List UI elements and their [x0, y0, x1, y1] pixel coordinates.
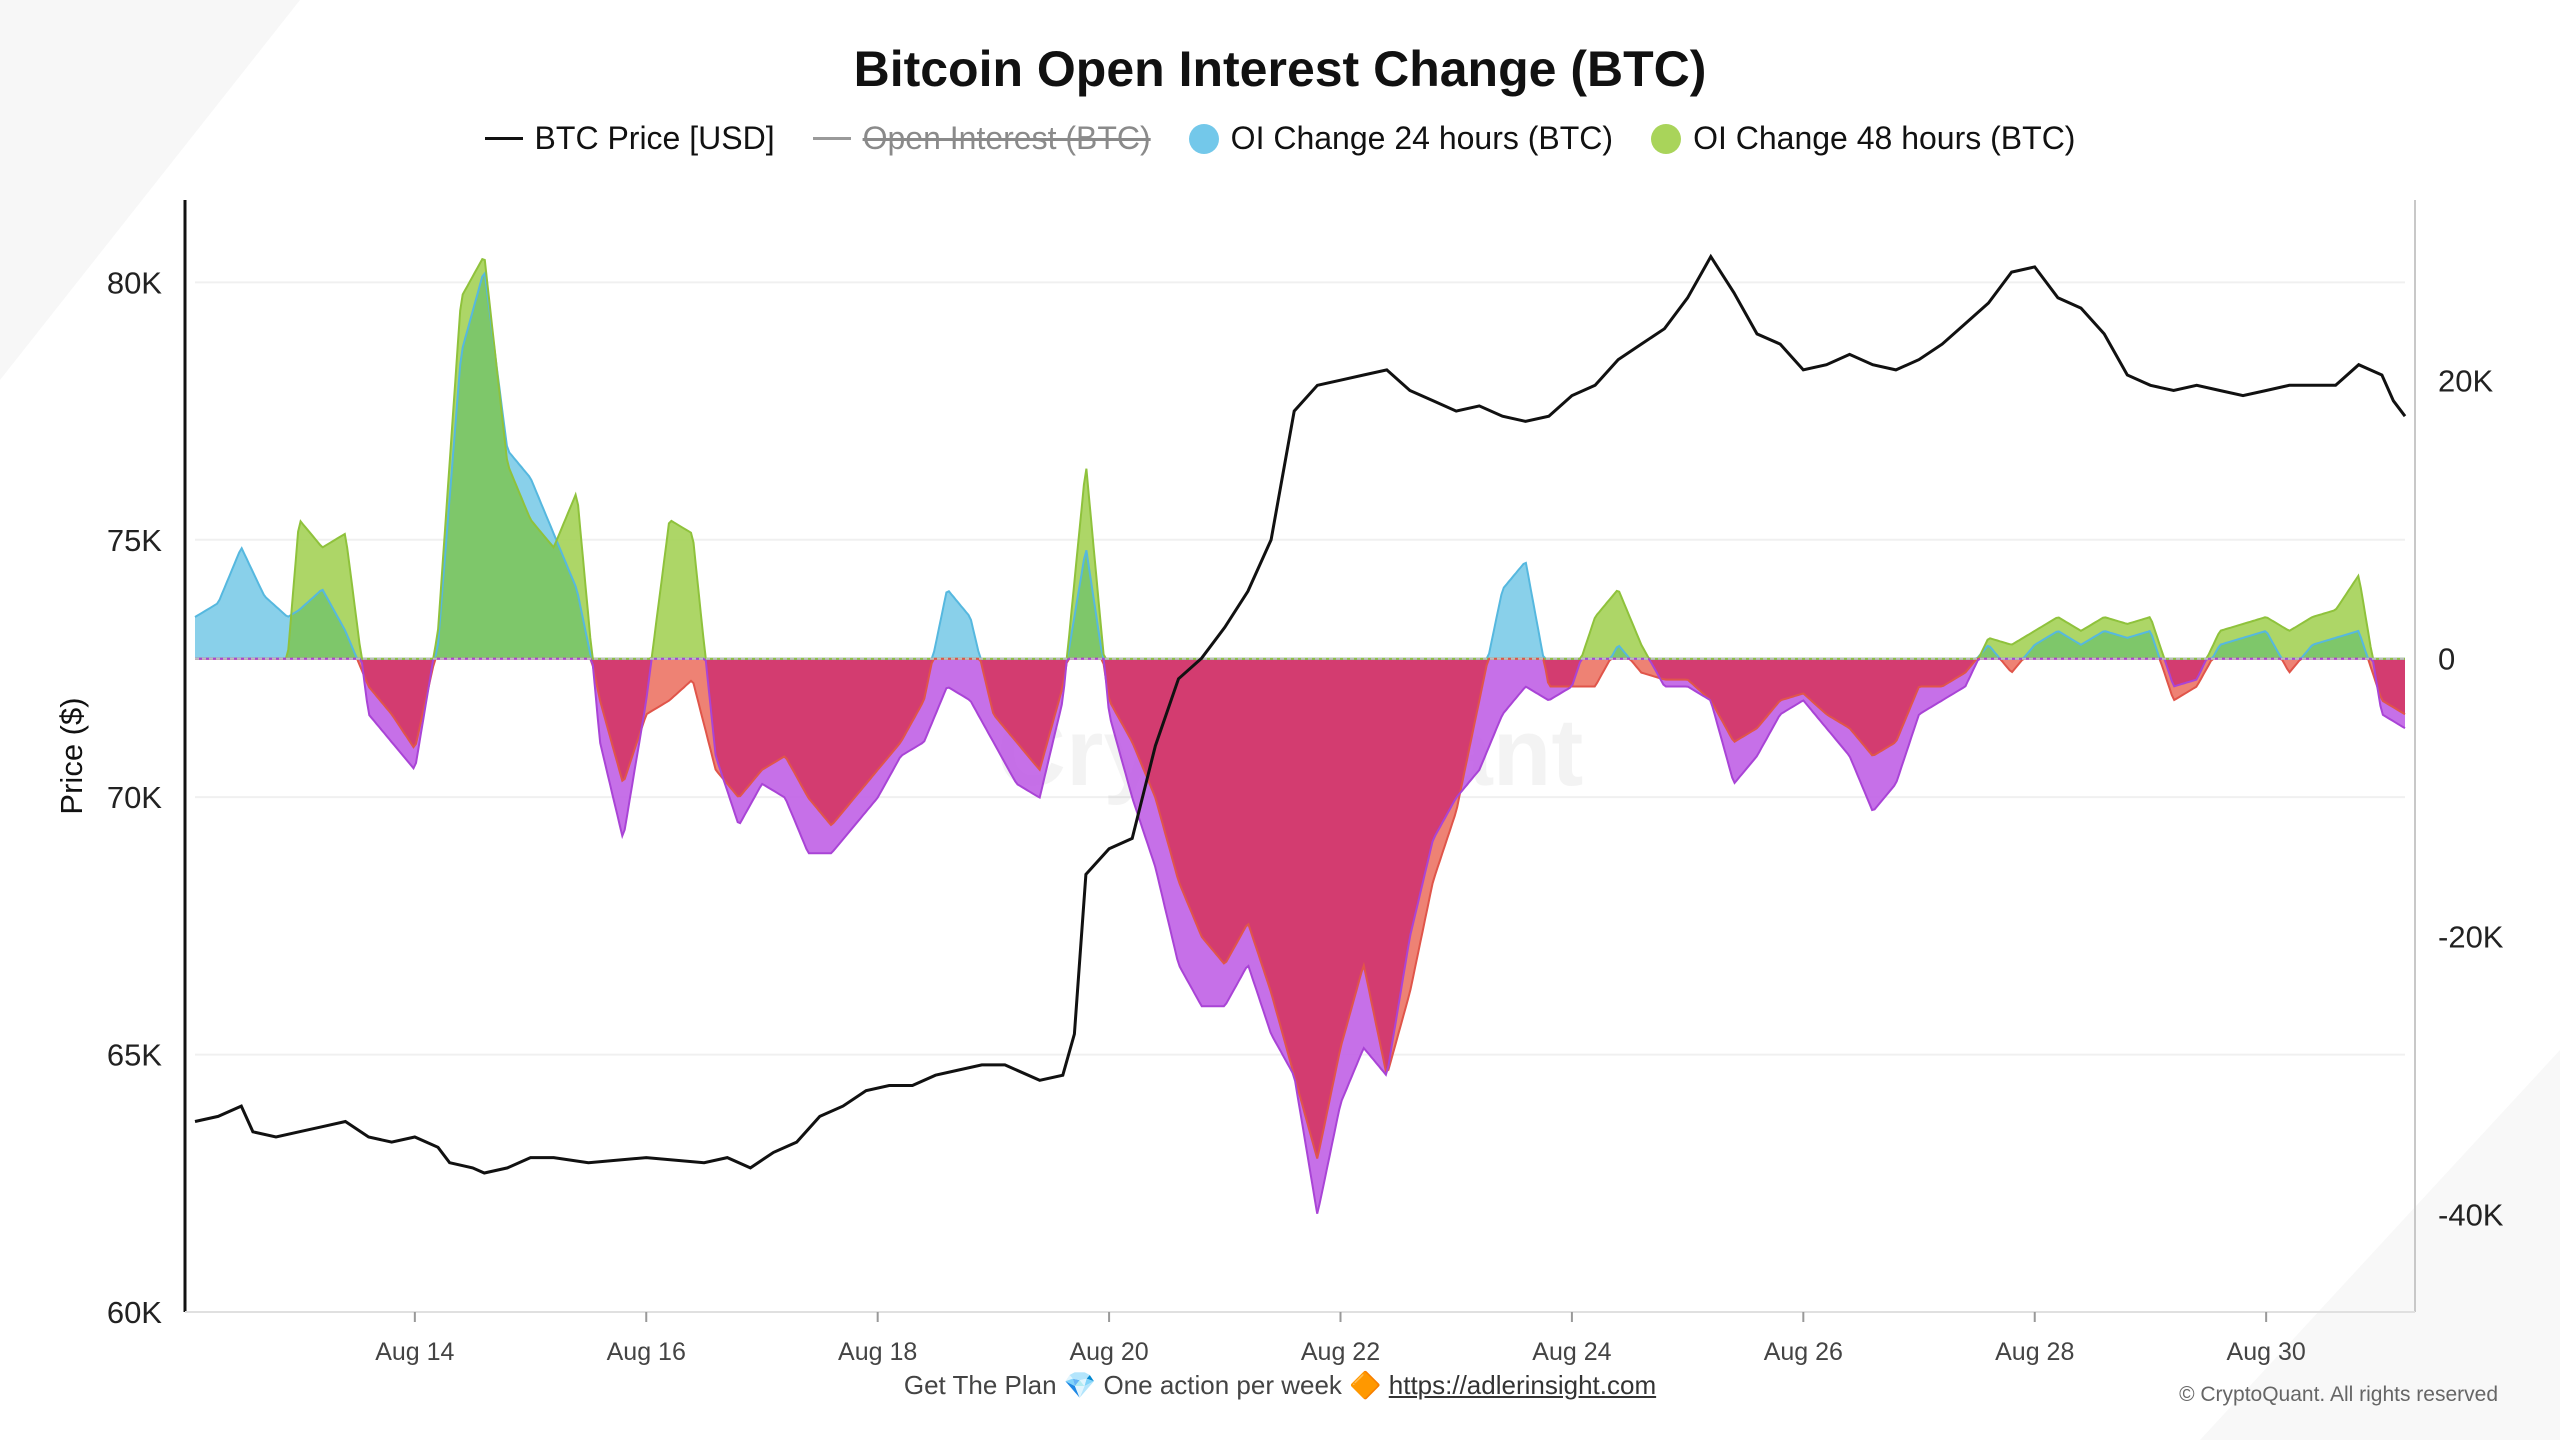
legend-item[interactable]: Open Interest (BTC): [812, 120, 1151, 157]
gem-icon: 💎: [1063, 1370, 1097, 1400]
legend-item[interactable]: OI Change 48 hours (BTC): [1651, 120, 2075, 157]
right-tick-label: -40K: [2438, 1198, 2504, 1233]
right-axis-ticks: -40K -20K 0 20K: [2438, 364, 2504, 1233]
legend-label: Open Interest (BTC): [862, 120, 1151, 156]
x-tick-label: Aug 28: [1995, 1338, 2074, 1366]
right-tick-label: 0: [2438, 642, 2455, 677]
footer-promo: Get The Plan 💎 One action per week 🔶 htt…: [0, 1370, 2560, 1401]
footer-link[interactable]: https://adlerinsight.com: [1388, 1370, 1657, 1400]
legend-label: BTC Price [USD]: [534, 120, 775, 156]
chart-title: Bitcoin Open Interest Change (BTC): [853, 41, 1707, 97]
legend-swatch: [812, 137, 851, 140]
left-tick-label: 75K: [107, 523, 162, 558]
x-tick-label: Aug 22: [1301, 1338, 1380, 1366]
left-tick-label: 65K: [107, 1038, 162, 1073]
x-tick-label: Aug 16: [607, 1338, 686, 1366]
legend-item[interactable]: BTC Price [USD]: [484, 120, 775, 157]
oi-areas: [194, 257, 2406, 1214]
legend: BTC Price [USD] Open Interest (BTC) OI Cha…: [0, 120, 2560, 157]
legend-label: OI Change 24 hours (BTC): [1230, 120, 1614, 156]
x-tick-label: Aug 24: [1532, 1338, 1611, 1366]
right-tick-label: 20K: [2438, 364, 2493, 399]
copyright: © CryptoQuant. All rights reserved: [2179, 1383, 2498, 1406]
legend-swatch: [484, 137, 523, 140]
bg-ray: [0, 0, 300, 380]
legend-swatch: [1651, 123, 1682, 154]
x-tick-label: Aug 20: [1069, 1338, 1148, 1366]
left-tick-label: 80K: [107, 265, 162, 300]
footer-text-middle: One action per week: [1103, 1370, 1342, 1400]
left-tick-label: 60K: [107, 1295, 162, 1330]
left-tick-label: 70K: [107, 780, 162, 815]
oi-overlap-positive-area: [195, 273, 2405, 659]
right-tick-label: -20K: [2438, 920, 2504, 955]
oi-48h-positive-outline: [195, 257, 2405, 660]
legend-item[interactable]: OI Change 24 hours (BTC): [1188, 120, 1614, 157]
bg-ray: [2200, 1050, 2560, 1440]
x-tick-label: Aug 14: [375, 1338, 454, 1366]
x-axis-ticks: Aug 14 Aug 16 Aug 18 Aug 20 Aug 22 Aug 24 Aug …: [375, 1312, 2306, 1366]
x-tick-label: Aug 26: [1764, 1338, 1843, 1366]
footer-text-before: Get The Plan: [903, 1370, 1057, 1400]
legend-swatch: [1188, 123, 1219, 154]
oi-overlap-negative-area: [195, 658, 2405, 1159]
left-axis-ticks: 60K 65K 70K 75K 80K: [107, 265, 162, 1330]
diamond-icon: 🔶: [1349, 1370, 1382, 1400]
x-tick-label: Aug 30: [2227, 1338, 2306, 1366]
y-axis-label: Price ($): [54, 697, 89, 814]
legend-label: OI Change 48 hours (BTC): [1693, 120, 2076, 156]
btc-price-line: [194, 253, 2407, 1175]
x-tick-label: Aug 18: [838, 1338, 917, 1366]
